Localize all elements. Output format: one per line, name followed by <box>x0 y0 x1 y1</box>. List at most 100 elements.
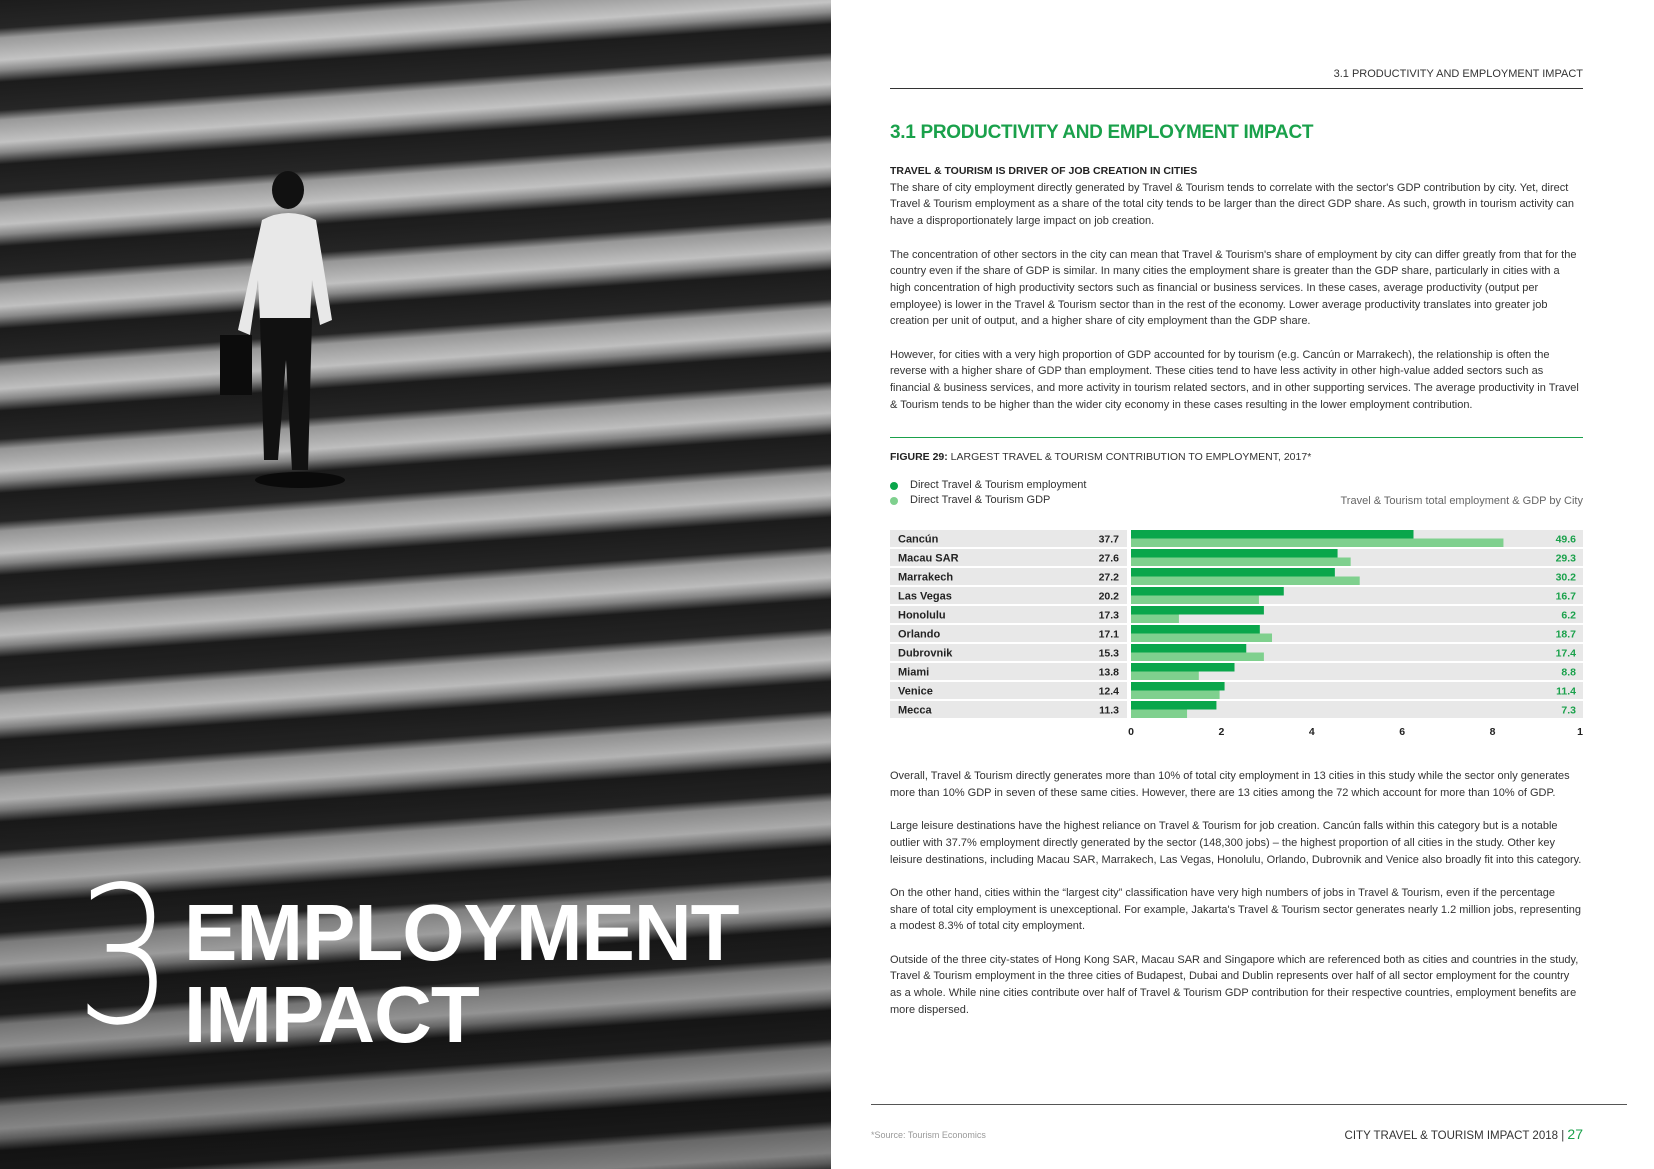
paragraph: Large leisure destinations have the high… <box>890 820 1582 866</box>
row-label-bg <box>890 644 1127 661</box>
gdp-bar <box>1131 652 1264 661</box>
bar-chart: Cancún 37.7 49.6 Macau SAR 27.6 29.3 Marrakech… <box>890 530 1583 738</box>
employment-share-label: 13.8 <box>1099 667 1120 679</box>
city-label: Dubrovnik <box>898 648 953 660</box>
figure-label: FIGURE 29: <box>890 451 948 463</box>
figure-rule <box>890 437 1583 438</box>
gdp-share-label: 7.3 <box>1561 705 1576 717</box>
employment-share-label: 20.2 <box>1099 591 1120 603</box>
row-label-bg <box>890 530 1127 547</box>
gdp-share-label: 49.6 <box>1556 534 1577 546</box>
legend-label: Direct Travel & Tourism employment <box>910 479 1087 491</box>
employment-bar <box>1131 663 1235 672</box>
employment-share-label: 17.3 <box>1099 610 1120 622</box>
employment-share-label: 15.3 <box>1099 648 1120 660</box>
photo-shade <box>0 0 831 1169</box>
legend-item: Direct Travel & Tourism employment <box>890 478 1086 493</box>
employment-share-label: 12.4 <box>1099 686 1120 698</box>
row-label-bg <box>890 625 1127 642</box>
gdp-bar <box>1131 538 1504 547</box>
chapter-title: EMPLOYMENT IMPACT <box>184 892 739 1059</box>
row-label-bg <box>890 549 1127 566</box>
x-tick-label: 2 <box>1218 726 1224 738</box>
subheading: TRAVEL & TOURISM IS DRIVER OF JOB CREATI… <box>890 165 1198 177</box>
chart-title: Travel & Tourism total employment & GDP … <box>1340 495 1584 507</box>
gdp-share-label: 17.4 <box>1556 648 1577 660</box>
gdp-bar <box>1131 671 1199 680</box>
separator: | <box>1561 1130 1565 1142</box>
gdp-share-label: 8.8 <box>1561 667 1576 679</box>
publication-name: CITY TRAVEL & TOURISM IMPACT 2018 <box>1344 1130 1559 1142</box>
x-tick-label: 8 <box>1490 726 1496 738</box>
row-bar-bg <box>1131 682 1583 699</box>
city-label: Honolulu <box>898 610 946 622</box>
x-tick-label: 6 <box>1399 726 1405 738</box>
footer: CITY TRAVEL & TOURISM IMPACT 2018 | 27 <box>1345 1126 1583 1142</box>
row-label-bg <box>890 568 1127 585</box>
employment-share-label: 11.3 <box>1099 705 1119 717</box>
gdp-bar <box>1131 595 1259 604</box>
legend-dot-icon <box>890 481 898 490</box>
employment-bar <box>1131 587 1284 596</box>
row-label-bg <box>890 663 1127 680</box>
employment-bar <box>1131 682 1225 691</box>
chapter-number: 3 <box>76 846 173 1067</box>
row-label-bg <box>890 682 1127 699</box>
chart-legend: Direct Travel & Tourism employment Direc… <box>890 478 1086 508</box>
gdp-bar <box>1131 557 1351 566</box>
employment-bar <box>1131 644 1247 653</box>
gdp-share-label: 18.7 <box>1556 629 1577 641</box>
city-label: Las Vegas <box>898 591 952 603</box>
gdp-bar <box>1131 576 1360 585</box>
source-note: *Source: Tourism Economics <box>871 1130 986 1140</box>
figure-title: FIGURE 29: LARGEST TRAVEL & TOURISM CONT… <box>890 451 1311 463</box>
body-bottom: Overall, Travel & Tourism directly gener… <box>890 768 1583 1035</box>
legend-dot-icon <box>890 496 898 505</box>
x-tick-label: 0 <box>1128 726 1134 738</box>
section-title: 3.1 PRODUCTIVITY AND EMPLOYMENT IMPACT <box>890 122 1314 143</box>
gdp-bar <box>1131 709 1188 718</box>
gdp-share-label: 29.3 <box>1556 553 1577 565</box>
body-top: TRAVEL & TOURISM IS DRIVER OF JOB CREATI… <box>890 163 1583 430</box>
paragraph: However, for cities with a very high pro… <box>890 348 1579 411</box>
city-label: Venice <box>898 686 933 698</box>
employment-bar <box>1131 530 1414 539</box>
running-head: 3.1 PRODUCTIVITY AND EMPLOYMENT IMPACT <box>1333 68 1583 80</box>
x-tick-label: 4 <box>1309 726 1315 738</box>
gdp-bar <box>1131 633 1273 642</box>
paragraph: Overall, Travel & Tourism directly gener… <box>890 770 1570 799</box>
row-bar-bg <box>1131 663 1583 680</box>
employment-share-label: 27.6 <box>1099 553 1120 565</box>
chapter-title-line2: IMPACT <box>184 970 480 1059</box>
gdp-share-label: 11.4 <box>1556 686 1576 698</box>
city-label: Mecca <box>898 705 933 717</box>
employment-bar <box>1131 625 1260 634</box>
paragraph: The concentration of other sectors in th… <box>890 248 1577 328</box>
employment-share-label: 37.7 <box>1099 534 1120 546</box>
gdp-share-label: 30.2 <box>1556 572 1577 584</box>
row-label-bg <box>890 587 1127 604</box>
gdp-bar <box>1131 690 1220 699</box>
cover-photo: 3 EMPLOYMENT IMPACT <box>0 0 831 1169</box>
employment-share-label: 27.2 <box>1099 572 1120 584</box>
employment-bar <box>1131 701 1217 710</box>
employment-bar <box>1131 606 1264 615</box>
employment-bar <box>1131 549 1338 558</box>
paragraph: Outside of the three city-states of Hong… <box>890 953 1579 1016</box>
row-label-bg <box>890 606 1127 623</box>
page-number: 27 <box>1567 1126 1583 1142</box>
paragraph: On the other hand, cities within the “la… <box>890 886 1581 933</box>
figure-title-text: LARGEST TRAVEL & TOURISM CONTRIBUTION TO… <box>947 451 1312 463</box>
employment-bar <box>1131 568 1335 577</box>
row-bar-bg <box>1131 701 1583 718</box>
city-label: Miami <box>898 667 929 679</box>
paragraph: The share of city employment directly ge… <box>890 181 1574 228</box>
city-label: Orlando <box>898 629 940 641</box>
x-tick-label: 10 <box>1577 726 1583 738</box>
city-label: Macau SAR <box>898 553 959 565</box>
legend-label: Direct Travel & Tourism GDP <box>910 494 1051 506</box>
employment-share-label: 17.1 <box>1099 629 1120 641</box>
footer-rule <box>871 1104 1627 1105</box>
header-rule <box>890 88 1583 89</box>
businessman-silhouette <box>220 171 345 488</box>
